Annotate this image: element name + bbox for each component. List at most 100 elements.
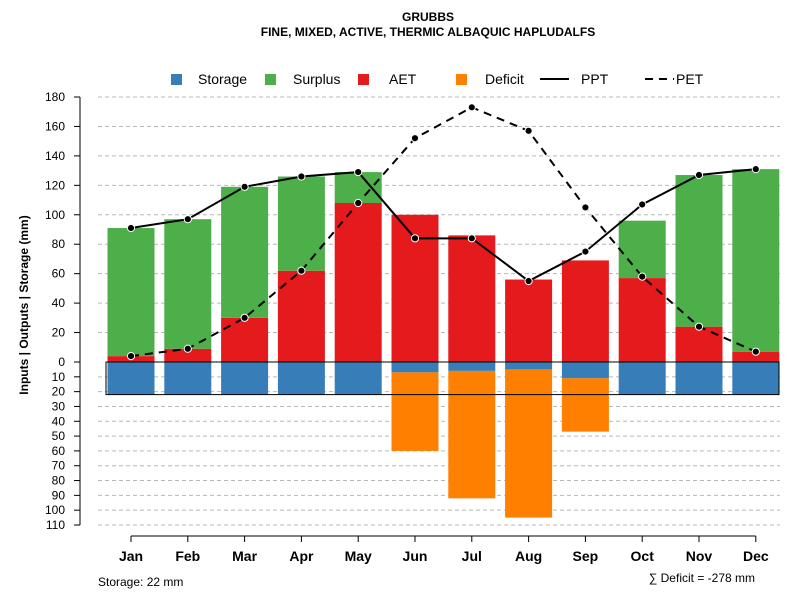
surplus-bar [675, 175, 723, 327]
y-tick-label: 180 [45, 90, 65, 104]
y-tick-label: 50 [52, 429, 66, 443]
y-tick-label: 90 [52, 488, 66, 502]
y-tick-label: 100 [45, 503, 65, 517]
storage-bar [334, 362, 382, 395]
legend-label: AET [389, 71, 417, 87]
x-tick-label: Apr [289, 548, 314, 564]
pet-point [524, 126, 533, 135]
y-tick-label: 20 [52, 326, 66, 340]
aet-bar [561, 260, 609, 362]
x-tick-label: Feb [175, 548, 200, 564]
y-tick-label: 60 [52, 444, 66, 458]
pet-point [638, 272, 647, 281]
pet-point [297, 266, 306, 275]
legend-label: Surplus [293, 71, 340, 87]
surplus-bar [334, 172, 382, 203]
chart-subtitle: FINE, MIXED, ACTIVE, THERMIC ALBAQUIC HA… [261, 25, 595, 39]
storage-bar [391, 362, 439, 373]
legend-swatch [358, 74, 369, 85]
ppt-point [638, 200, 647, 209]
storage-bar [164, 362, 212, 395]
pet-point [581, 203, 590, 212]
storage-bar [221, 362, 269, 395]
ppt-point [240, 182, 249, 191]
pet-point [240, 313, 249, 322]
y-tick-label: 120 [45, 178, 65, 192]
pet-point [183, 344, 192, 353]
ppt-point [297, 172, 306, 181]
legend: Storage Surplus AET Deficit PPT PET [171, 71, 704, 87]
deficit-bar [561, 378, 609, 432]
surplus-bar [164, 219, 212, 349]
storage-bar [732, 362, 780, 395]
pet-point [467, 103, 476, 112]
bars [105, 169, 780, 518]
y-tick-label: 160 [45, 119, 65, 133]
series-lines [126, 103, 760, 361]
y-tick-label: 80 [52, 237, 66, 251]
x-tick-label: Mar [232, 548, 257, 564]
pet-line [130, 106, 757, 358]
aet-bar [618, 278, 666, 362]
legend-label: PET [676, 71, 704, 87]
storage-bar [505, 362, 553, 370]
surplus-bar [107, 228, 155, 357]
aet-bar [164, 348, 212, 362]
y-tick-label: 60 [52, 267, 66, 281]
legend-swatch [171, 74, 182, 85]
legend-swatch [456, 74, 467, 85]
storage-bar [618, 362, 666, 395]
deficit-bar [505, 369, 553, 518]
y-tick-label: 0 [58, 355, 65, 369]
x-tick-label: Aug [515, 548, 542, 564]
storage-bar [561, 362, 609, 379]
ppt-point [694, 170, 704, 180]
ppt-point [524, 276, 533, 286]
storage-bar [107, 362, 155, 395]
y-tick-label: 110 [46, 518, 65, 532]
legend-label: Storage [198, 71, 247, 87]
deficit-bar [391, 372, 439, 451]
pet-point [751, 347, 760, 356]
aet-bar [221, 317, 269, 362]
x-tick-label: May [345, 548, 372, 564]
storage-capacity-box [105, 361, 780, 396]
gridlines [98, 96, 780, 526]
storage-bar [448, 362, 496, 371]
pet-point [410, 134, 420, 143]
ppt-point [410, 234, 420, 243]
x-tick-label: Nov [686, 548, 713, 564]
x-tick-label: Jan [119, 548, 143, 564]
y-tick-label: 100 [45, 208, 65, 222]
y-axis: 0204060801001201401601801020304050607080… [45, 90, 81, 532]
ppt-point [751, 165, 760, 174]
legend-swatch [265, 74, 276, 85]
aet-bar [448, 235, 496, 362]
x-tick-label: Dec [743, 548, 769, 564]
ppt-point [183, 215, 192, 224]
x-tick-label: Jul [462, 548, 482, 564]
pet-point [126, 352, 136, 361]
surplus-bar [277, 176, 325, 271]
x-axis: Jan Feb Mar Apr May Jun Jul Aug Sep Oct Nov Dec [119, 535, 769, 564]
ppt-point [467, 234, 476, 243]
aet-bar [334, 203, 382, 362]
x-tick-label: Sep [573, 548, 599, 564]
aet-bar [277, 270, 325, 362]
aet-bar [732, 351, 780, 362]
ppt-line [130, 168, 756, 283]
legend-label: Deficit [485, 71, 524, 87]
y-axis-label: Inputs | Outputs | Storage (mm) [17, 215, 31, 394]
deficit-bar [448, 370, 496, 499]
surplus-bar [618, 220, 666, 279]
deficit-note: ∑ Deficit = -278 mm [649, 571, 755, 585]
ppt-point [126, 223, 136, 233]
pet-point [354, 198, 363, 208]
storage-note: Storage: 22 mm [98, 575, 183, 589]
y-tick-label: 80 [52, 474, 66, 488]
x-tick-label: Oct [631, 548, 655, 564]
x-tick-label: Jun [403, 548, 428, 564]
ppt-point [354, 167, 363, 177]
legend-label: PPT [581, 71, 609, 87]
